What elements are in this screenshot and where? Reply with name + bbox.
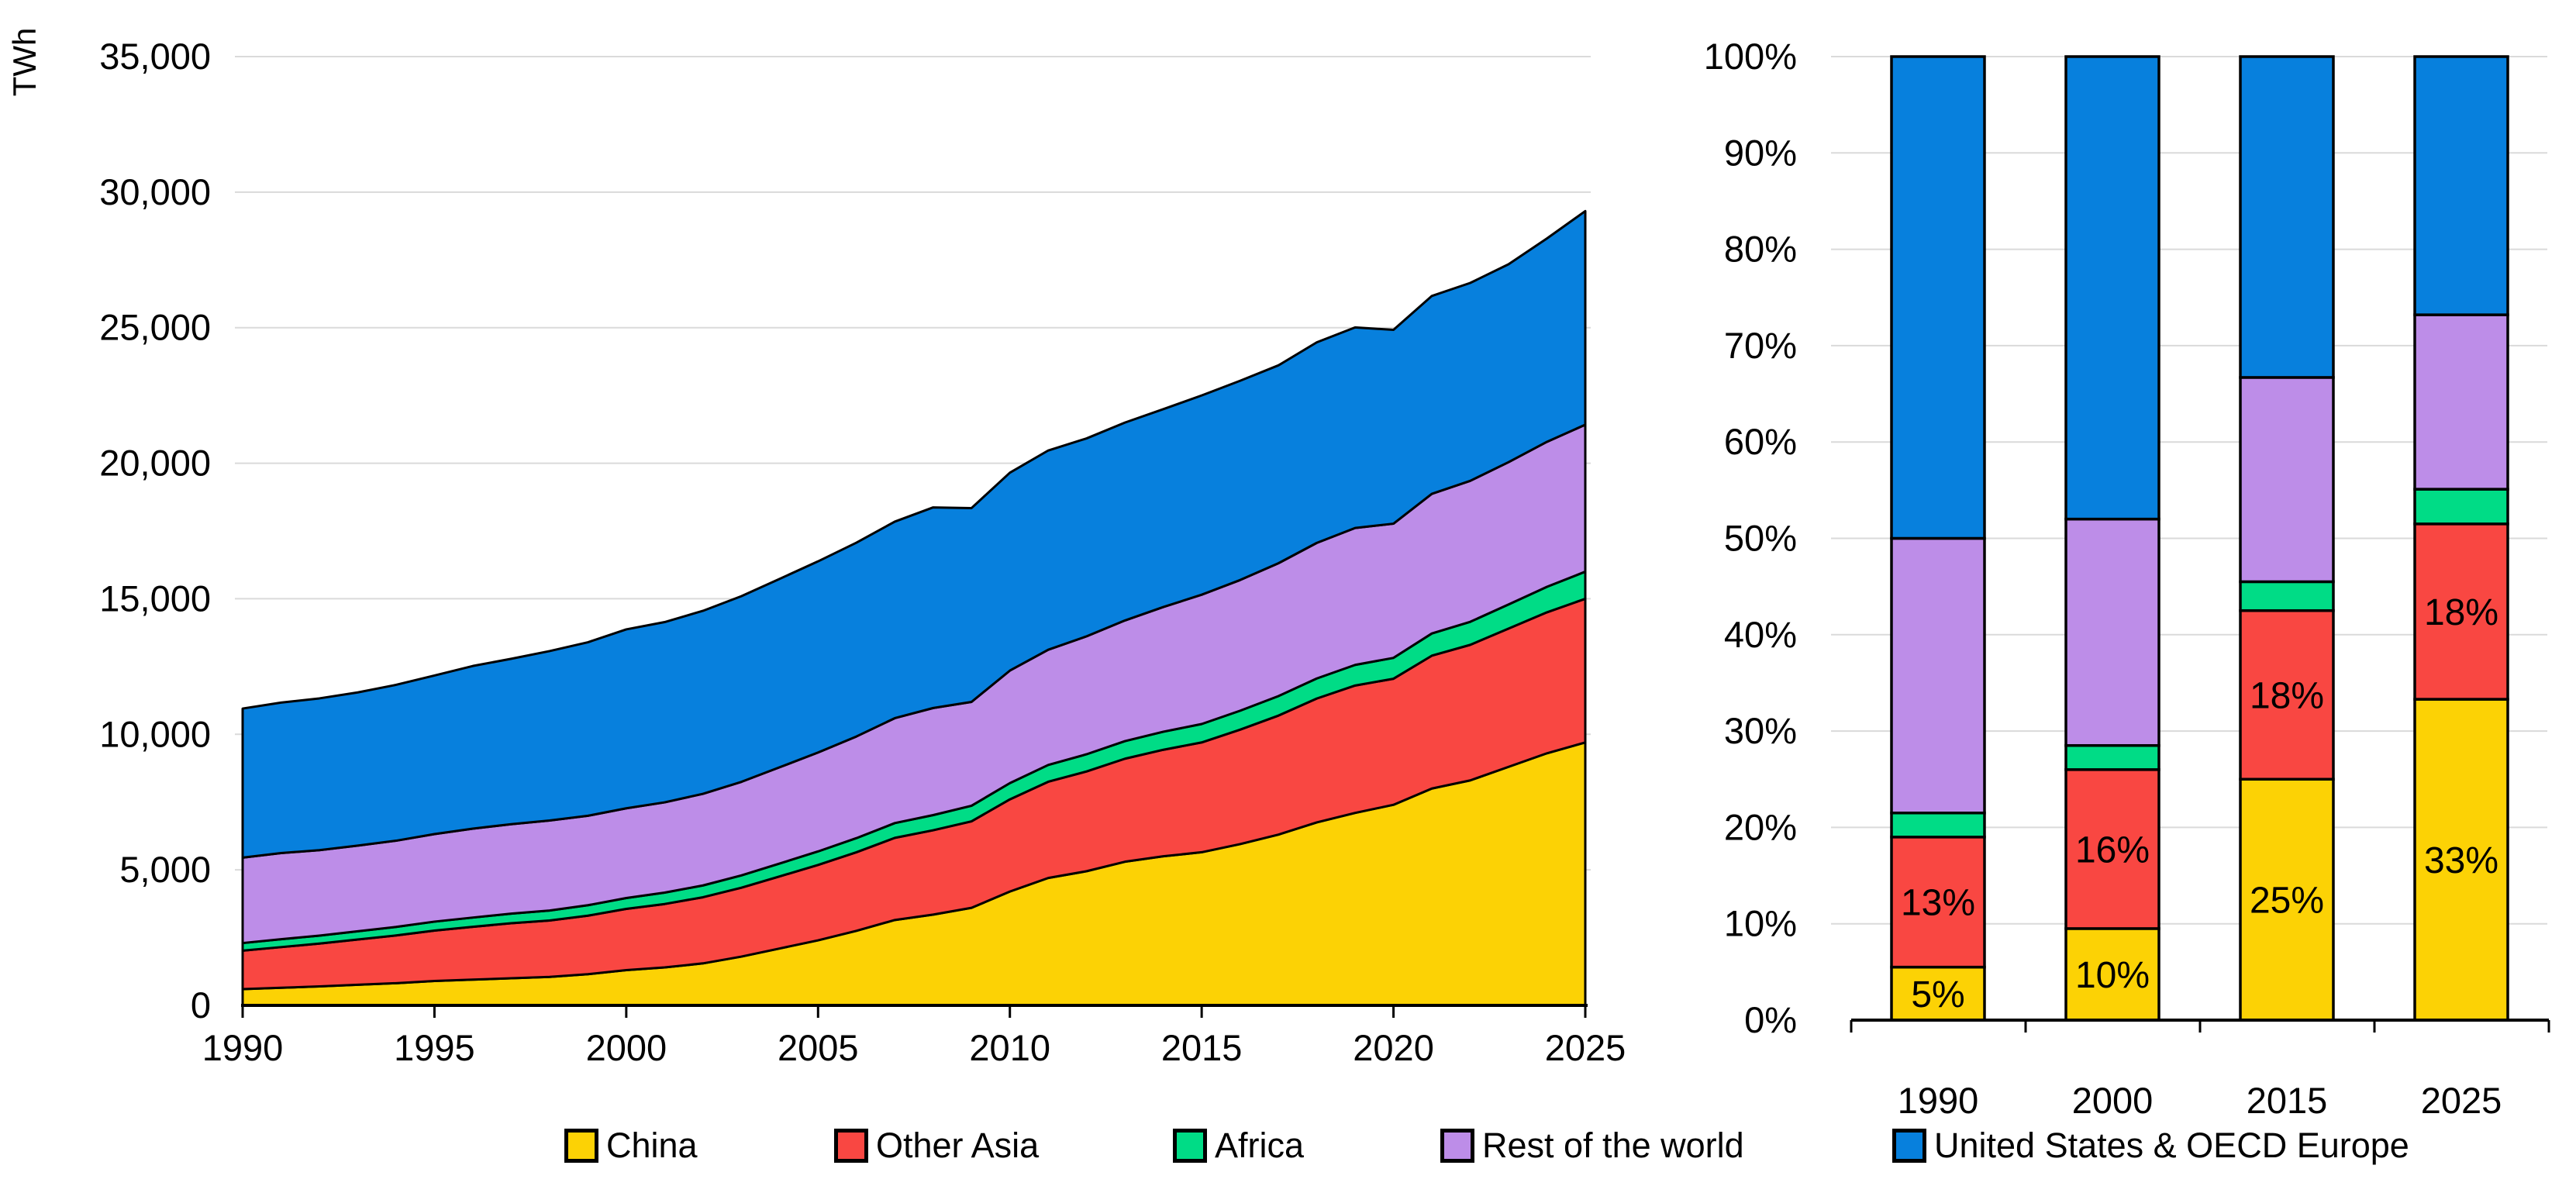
y-tick-label: 20% [1724, 806, 1797, 847]
bar-segment-africa-2025 [2413, 488, 2509, 526]
y-tick-label: 10% [1724, 903, 1797, 944]
x-tick-label: 1990 [202, 1027, 284, 1068]
y-tick-label: 0 [191, 984, 211, 1026]
bar-segment-rest-of-the-world-2015 [2239, 376, 2335, 584]
y-tick-label: 40% [1724, 614, 1797, 655]
bar-segment-label: 18% [2250, 675, 2324, 716]
y-tick-label: 90% [1724, 132, 1797, 173]
y-axis-unit-label: TWh [6, 28, 43, 97]
bar-segment-china-2025 [2413, 698, 2509, 1022]
bar-segment-rest-of-the-world-1990 [1890, 536, 1986, 815]
x-tick-label: 2025 [2421, 1080, 2502, 1121]
y-tick-label: 0% [1744, 999, 1797, 1040]
x-tick-label: 2000 [2072, 1080, 2154, 1121]
y-tick-label: 20,000 [99, 443, 211, 484]
bar-segment-united-states-oecd-europe-2000 [2064, 55, 2160, 521]
bar-segment-united-states-oecd-europe-1990 [1890, 55, 1986, 540]
bar-segment-label: 10% [2075, 955, 2150, 996]
x-tick-label: 2020 [1353, 1027, 1434, 1068]
bar-segment-other-asia-1990 [1890, 836, 1986, 969]
y-tick-label: 50% [1724, 518, 1797, 559]
bar-segment-label: 18% [2424, 592, 2498, 633]
y-tick-label: 100% [1704, 36, 1797, 77]
y-tick-label: 10,000 [99, 713, 211, 754]
bar-segment-label: 33% [2424, 840, 2498, 881]
bar-segment-label: 13% [1901, 883, 1975, 924]
x-tick-label: 1995 [394, 1027, 475, 1068]
bar-segment-china-1990 [1890, 965, 1986, 1022]
bar-segment-africa-2000 [2064, 743, 2160, 771]
bar-segment-united-states-oecd-europe-2015 [2239, 55, 2335, 379]
x-tick-label: 2015 [2247, 1080, 2328, 1121]
bar-segment-label: 25% [2250, 881, 2324, 922]
y-tick-label: 15,000 [99, 577, 211, 619]
bar-segment-other-asia-2000 [2064, 768, 2160, 930]
y-tick-label: 60% [1724, 421, 1797, 462]
y-tick-label: 70% [1724, 325, 1797, 366]
bar-segment-united-states-oecd-europe-2025 [2413, 55, 2509, 316]
x-tick-label: 2000 [586, 1027, 667, 1068]
x-tick-label: 1990 [1898, 1080, 1979, 1121]
bar-segment-rest-of-the-world-2025 [2413, 313, 2509, 491]
bar-segment-label: 5% [1911, 974, 1964, 1015]
x-tick-label: 2025 [1545, 1027, 1626, 1068]
x-tick-label: 2015 [1161, 1027, 1243, 1068]
bar-segment-china-2015 [2239, 777, 2335, 1022]
bar-segment-other-asia-2025 [2413, 522, 2509, 701]
bar-segment-rest-of-the-world-2000 [2064, 517, 2160, 747]
bar-segment-africa-2015 [2239, 580, 2335, 612]
bar-segment-other-asia-2015 [2239, 609, 2335, 781]
y-tick-label: 35,000 [99, 36, 211, 77]
y-tick-label: 80% [1724, 229, 1797, 270]
y-tick-label: 25,000 [99, 307, 211, 348]
bar-segment-africa-1990 [1890, 812, 1986, 839]
y-tick-label: 5,000 [119, 849, 211, 890]
y-tick-label: 30,000 [99, 171, 211, 212]
area-series-united-states-oecd-europe [241, 209, 1587, 859]
x-tick-label: 2010 [969, 1027, 1050, 1068]
x-tick-label: 2005 [778, 1027, 859, 1068]
bar-segment-label: 16% [2075, 829, 2150, 871]
y-tick-label: 30% [1724, 710, 1797, 751]
